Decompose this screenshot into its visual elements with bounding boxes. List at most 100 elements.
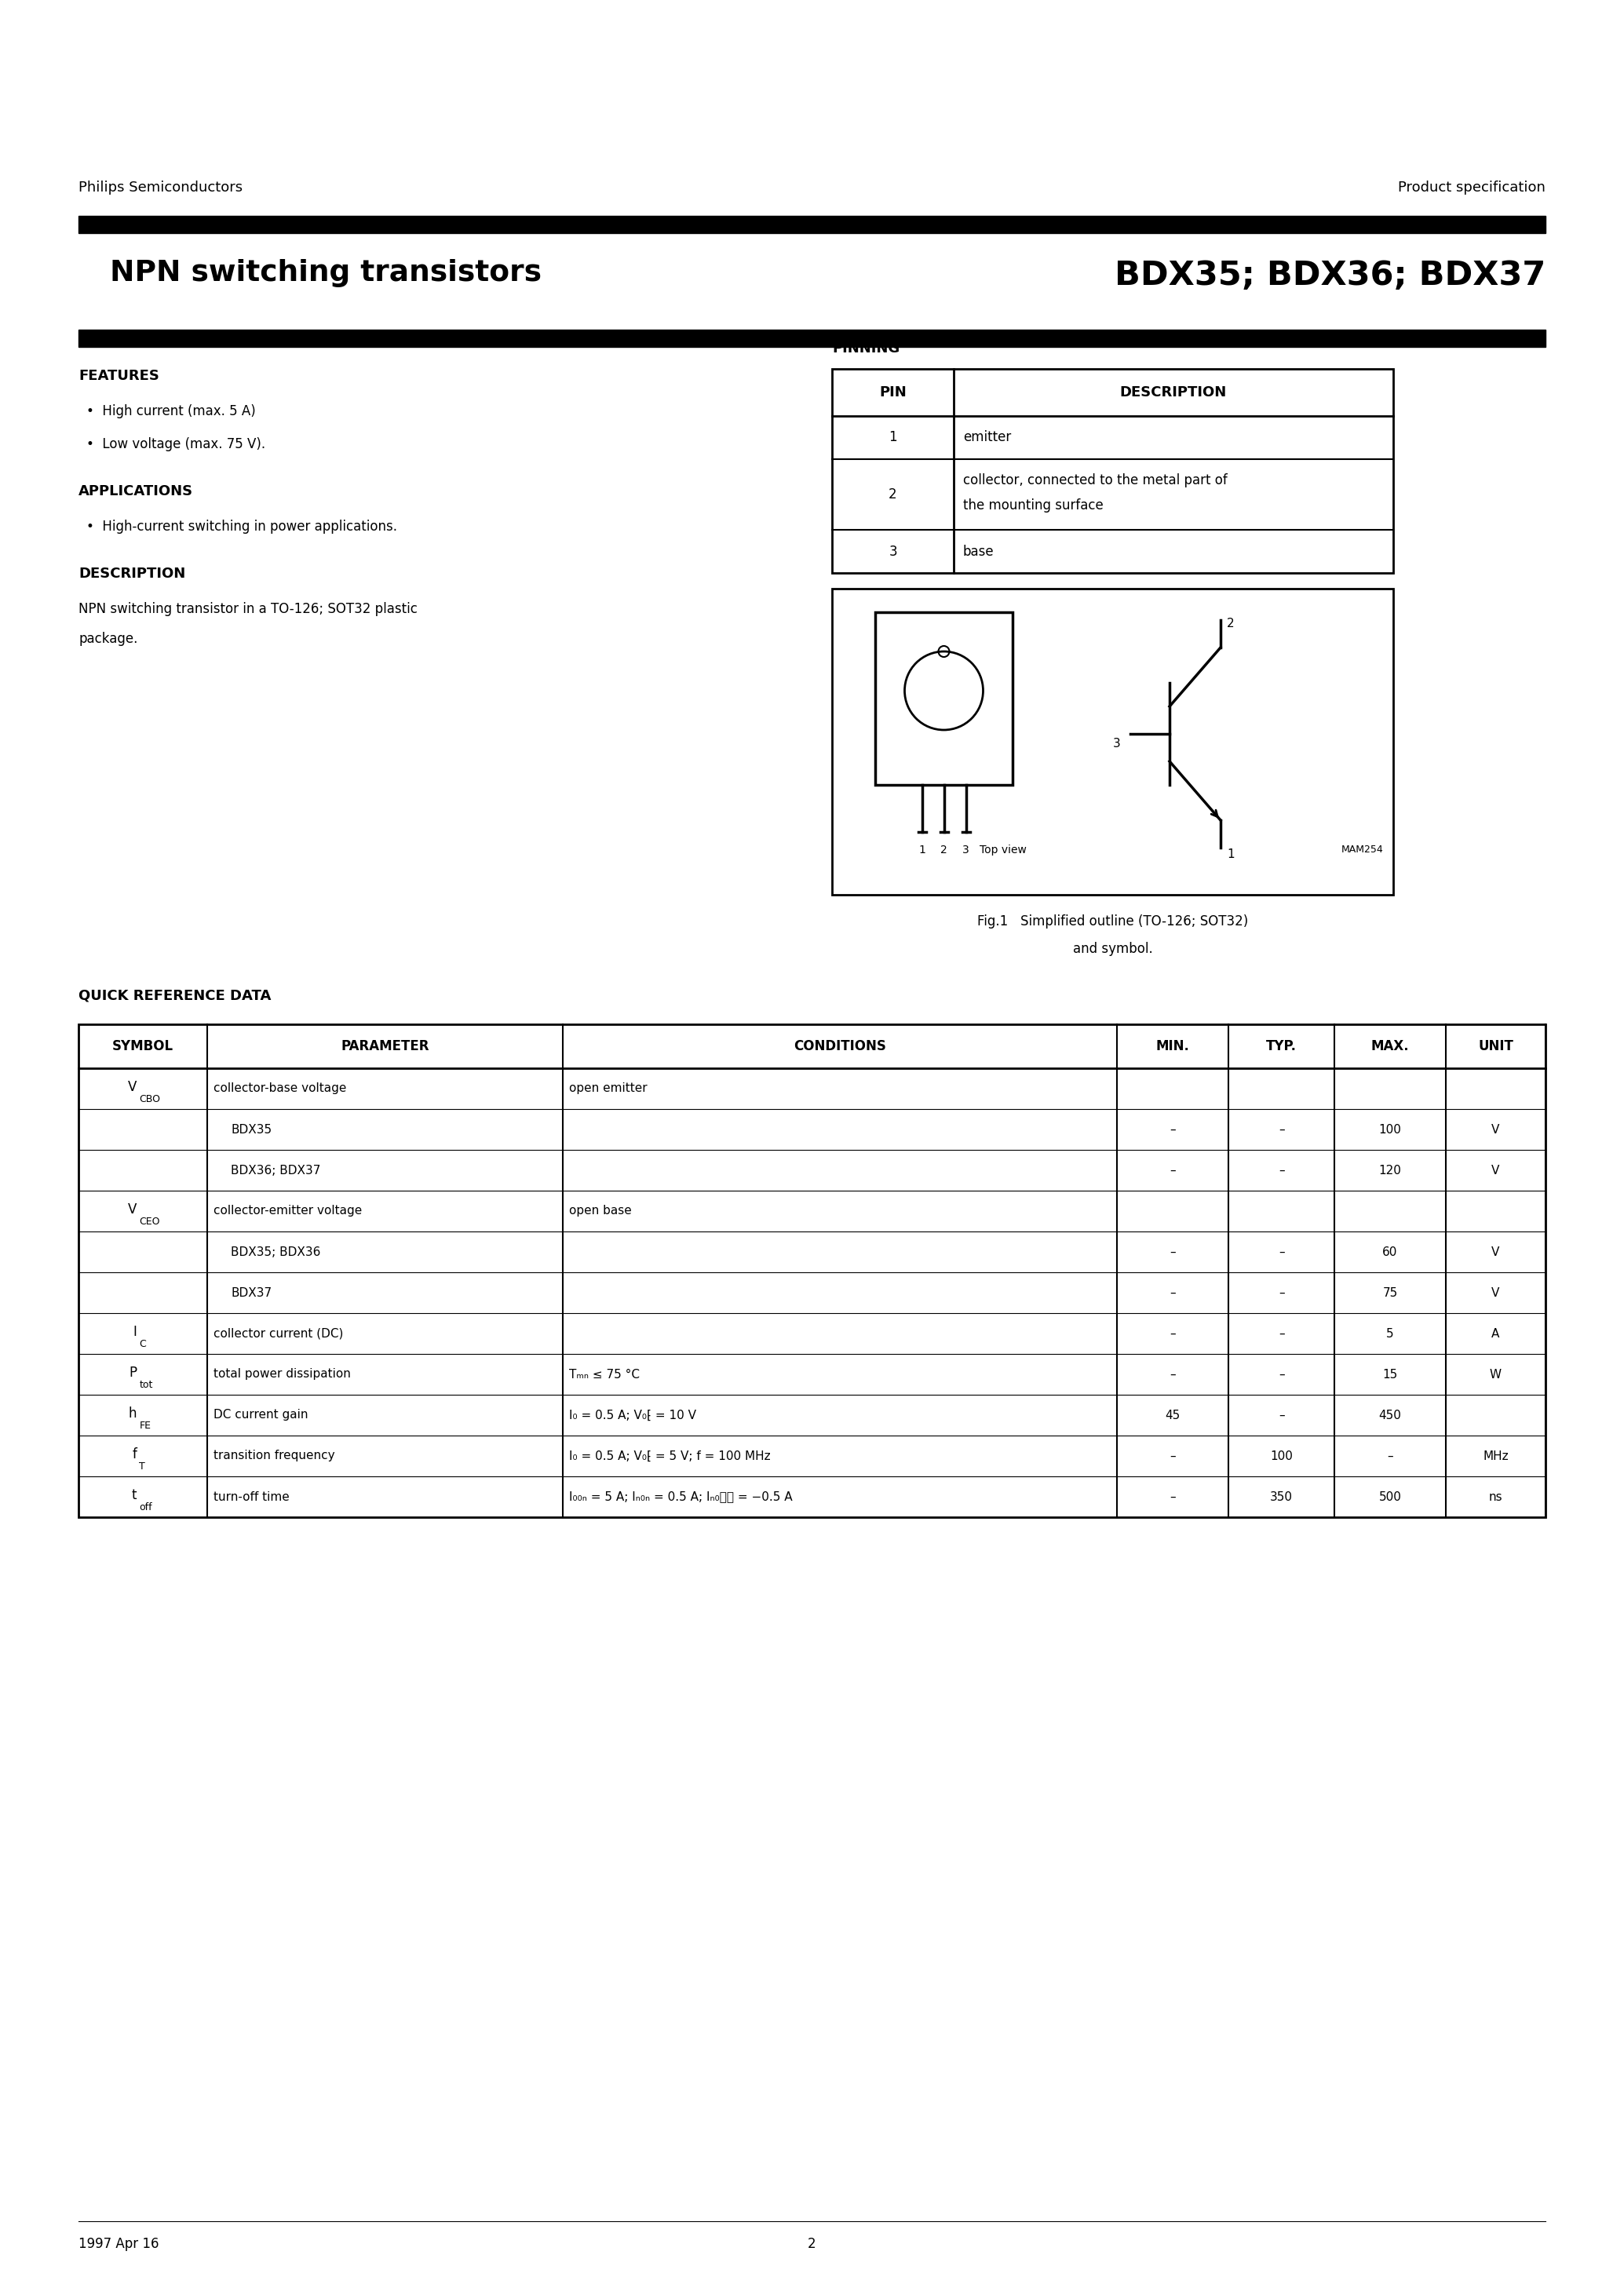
Text: UNIT: UNIT — [1478, 1040, 1514, 1053]
Text: MIN.: MIN. — [1156, 1040, 1190, 1053]
Text: PINNING: PINNING — [831, 342, 900, 356]
Text: –: – — [1278, 1125, 1285, 1136]
Text: DESCRIPTION: DESCRIPTION — [1121, 386, 1226, 399]
Text: QUICK REFERENCE DATA: QUICK REFERENCE DATA — [78, 989, 271, 1003]
Text: 2: 2 — [888, 487, 896, 503]
Text: –: – — [1278, 1409, 1285, 1421]
Text: •  Low voltage (max. 75 V).: • Low voltage (max. 75 V). — [86, 436, 265, 452]
Text: Product specification: Product specification — [1398, 181, 1546, 195]
Text: 3: 3 — [963, 845, 970, 856]
Text: 45: 45 — [1166, 1409, 1181, 1421]
Text: V: V — [1491, 1164, 1499, 1175]
Bar — [831, 588, 1393, 895]
Text: TYP.: TYP. — [1267, 1040, 1296, 1053]
Text: t: t — [132, 1487, 136, 1503]
Text: PIN: PIN — [879, 386, 906, 399]
Text: V: V — [128, 1203, 136, 1216]
Bar — [78, 216, 1546, 234]
Text: 500: 500 — [1379, 1492, 1402, 1503]
Bar — [78, 1024, 1546, 1517]
Text: collector current (DC): collector current (DC) — [214, 1327, 344, 1340]
Bar — [875, 613, 1012, 785]
Text: –: – — [1169, 1492, 1176, 1503]
Text: I₀₀ₙ = 5 A; Iₙ₀ₙ = 0.5 A; Iₙ₀⁦⁦ = −0.5 A: I₀₀ₙ = 5 A; Iₙ₀ₙ = 0.5 A; Iₙ₀⁦⁦ = −0.5 A — [568, 1492, 793, 1503]
Text: MAM254: MAM254 — [1341, 845, 1384, 854]
Text: turn-off time: turn-off time — [214, 1492, 289, 1503]
Text: collector, connected to the metal part of: collector, connected to the metal part o… — [963, 473, 1228, 487]
Text: 5: 5 — [1387, 1327, 1393, 1340]
Text: 100: 100 — [1270, 1450, 1293, 1462]
Text: f: f — [132, 1448, 136, 1462]
Text: 2: 2 — [807, 2238, 817, 2251]
Text: 1997 Apr 16: 1997 Apr 16 — [78, 2238, 159, 2251]
Text: 15: 15 — [1382, 1368, 1398, 1379]
Text: •  High current (max. 5 A): • High current (max. 5 A) — [86, 404, 255, 418]
Text: tot: tot — [140, 1379, 153, 1391]
Text: APPLICATIONS: APPLICATIONS — [78, 484, 193, 498]
Text: Philips Semiconductors: Philips Semiconductors — [78, 181, 242, 195]
Text: Top view: Top view — [979, 845, 1026, 856]
Text: package.: package. — [78, 631, 138, 645]
Text: PARAMETER: PARAMETER — [341, 1040, 429, 1053]
Text: and symbol.: and symbol. — [1073, 941, 1153, 957]
Text: –: – — [1169, 1287, 1176, 1299]
Text: –: – — [1169, 1450, 1176, 1462]
Text: DC current gain: DC current gain — [214, 1409, 309, 1421]
Text: NPN switching transistors: NPN switching transistors — [110, 259, 541, 287]
Text: –: – — [1278, 1246, 1285, 1258]
Text: –: – — [1169, 1368, 1176, 1379]
Text: CBO: CBO — [140, 1095, 161, 1104]
Text: the mounting surface: the mounting surface — [963, 498, 1103, 512]
Text: A: A — [1491, 1327, 1499, 1340]
Text: DESCRIPTION: DESCRIPTION — [78, 567, 185, 581]
Text: –: – — [1278, 1164, 1285, 1175]
Text: 350: 350 — [1270, 1492, 1293, 1503]
Text: BDX35; BDX36; BDX37: BDX35; BDX36; BDX37 — [1114, 259, 1546, 291]
Text: BDX37: BDX37 — [231, 1287, 273, 1299]
Text: –: – — [1278, 1287, 1285, 1299]
Text: V: V — [1491, 1125, 1499, 1136]
Text: •  High-current switching in power applications.: • High-current switching in power applic… — [86, 519, 398, 535]
Text: MHz: MHz — [1483, 1450, 1509, 1462]
Text: open emitter: open emitter — [568, 1083, 646, 1095]
Text: 3: 3 — [888, 544, 896, 558]
Text: C: C — [140, 1338, 146, 1349]
Text: I₀ = 0.5 A; V₀⁅ = 10 V: I₀ = 0.5 A; V₀⁅ = 10 V — [568, 1409, 697, 1421]
Text: T: T — [140, 1462, 145, 1471]
Text: collector-base voltage: collector-base voltage — [214, 1083, 348, 1095]
Text: collector-emitter voltage: collector-emitter voltage — [214, 1205, 362, 1216]
Text: I₀ = 0.5 A; V₀⁅ = 5 V; f = 100 MHz: I₀ = 0.5 A; V₀⁅ = 5 V; f = 100 MHz — [568, 1450, 770, 1462]
Text: 1: 1 — [919, 845, 926, 856]
Text: open base: open base — [568, 1205, 632, 1216]
Text: –: – — [1169, 1246, 1176, 1258]
Text: V: V — [1491, 1287, 1499, 1299]
Text: P: P — [128, 1366, 136, 1379]
Text: off: off — [140, 1503, 153, 1512]
Text: V: V — [128, 1081, 136, 1095]
Text: W: W — [1489, 1368, 1502, 1379]
Text: 2: 2 — [1226, 617, 1234, 629]
Text: I: I — [133, 1324, 136, 1338]
Text: 1: 1 — [888, 431, 896, 445]
Text: –: – — [1169, 1327, 1176, 1340]
Bar — [831, 369, 1393, 574]
Text: Tₘₙ ≤ 75 °C: Tₘₙ ≤ 75 °C — [568, 1368, 640, 1379]
Text: –: – — [1278, 1368, 1285, 1379]
Text: 450: 450 — [1379, 1409, 1402, 1421]
Text: CEO: CEO — [140, 1216, 161, 1228]
Text: FE: FE — [140, 1421, 151, 1430]
Text: 60: 60 — [1382, 1246, 1398, 1258]
Text: transition frequency: transition frequency — [214, 1450, 335, 1462]
Text: 75: 75 — [1382, 1287, 1398, 1299]
Text: 100: 100 — [1379, 1125, 1402, 1136]
Text: V: V — [1491, 1246, 1499, 1258]
Text: NPN switching transistor in a TO-126; SOT32 plastic: NPN switching transistor in a TO-126; SO… — [78, 601, 417, 615]
Text: –: – — [1278, 1327, 1285, 1340]
Text: 120: 120 — [1379, 1164, 1402, 1175]
Text: MAX.: MAX. — [1371, 1040, 1410, 1053]
Text: total power dissipation: total power dissipation — [214, 1368, 351, 1379]
Text: base: base — [963, 544, 994, 558]
Text: emitter: emitter — [963, 431, 1012, 445]
Text: –: – — [1169, 1125, 1176, 1136]
Text: BDX35: BDX35 — [231, 1125, 273, 1136]
